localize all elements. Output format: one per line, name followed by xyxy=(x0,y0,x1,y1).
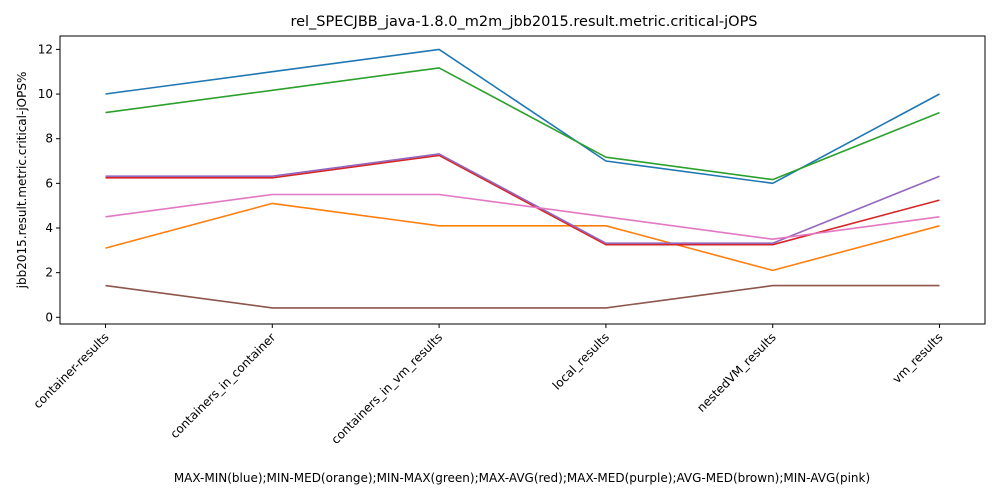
x-tick-label: vm_results xyxy=(890,330,946,386)
series-line xyxy=(105,154,940,246)
chart-title: rel_SPECJBB_java-1.8.0_m2m_jbb2015.resul… xyxy=(290,14,757,30)
y-tick-label: 6 xyxy=(45,176,53,190)
y-tick-label: 2 xyxy=(45,266,53,280)
y-tick-label: 8 xyxy=(45,132,53,146)
y-tick-label: 0 xyxy=(45,310,53,324)
y-axis: 0 2 4 6 8 10 12 xyxy=(38,42,60,324)
x-tick-label: nestedVM_results xyxy=(694,330,779,415)
x-axis-label: MAX-MIN(blue);MIN-MED(orange);MIN-MAX(gr… xyxy=(174,471,870,485)
series-line xyxy=(105,67,940,181)
series-layer xyxy=(105,48,940,309)
x-axis: container-results containers_in_container… xyxy=(31,324,946,447)
x-tick-label: containers_in_vm_results xyxy=(329,330,446,447)
y-tick-label: 10 xyxy=(38,87,53,101)
series-line xyxy=(105,202,940,272)
y-axis-label: jbb2015.result.metric.critical-jOPS% xyxy=(15,72,29,290)
series-line xyxy=(105,193,940,240)
plot-frame xyxy=(59,35,986,325)
series-line xyxy=(105,284,940,309)
x-tick-label: container-results xyxy=(31,330,112,411)
y-tick-label: 12 xyxy=(38,42,53,56)
x-tick-label: containers_in_container xyxy=(167,330,278,441)
series-line xyxy=(105,153,940,244)
y-tick-label: 4 xyxy=(45,221,53,235)
x-tick-label: local_results xyxy=(550,330,612,392)
